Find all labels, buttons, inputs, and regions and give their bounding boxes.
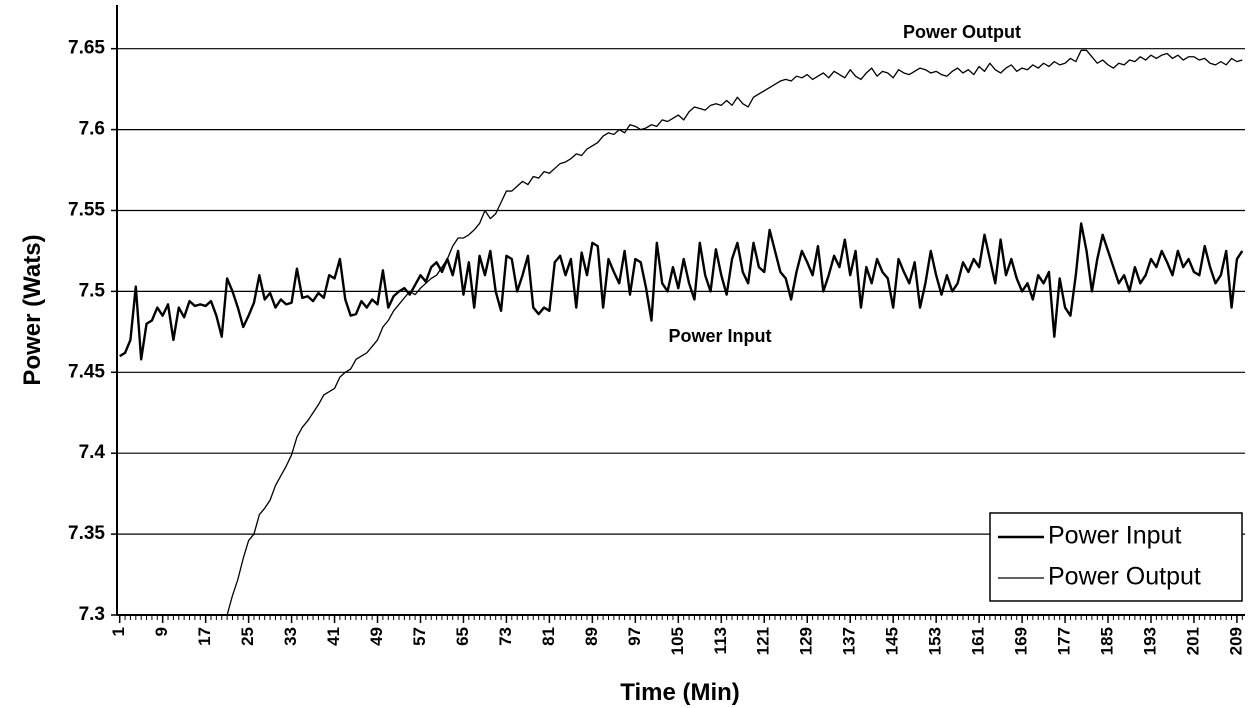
x-tick-label: 73: [496, 627, 515, 646]
plot-lines: [119, 49, 1244, 615]
x-tick-label: 153: [926, 627, 945, 655]
x-tick-label: 1: [109, 627, 128, 636]
axes: 7.3 7.35 7.4 7.45 7.5 7.55 7.6 7.65 1 9 17 25 33 41 49…: [68, 5, 1245, 655]
y-tick-label: 7.55: [68, 200, 105, 221]
y-tick-label: 7.65: [68, 38, 105, 59]
x-tick-label: 17: [195, 627, 214, 646]
x-tick-label: 209: [1226, 627, 1245, 655]
x-tick-label: 113: [711, 627, 730, 654]
y-axis-title: Power (Wats): [19, 234, 46, 385]
y-tick-label: 7.35: [68, 523, 105, 544]
y-tick-label: 7.6: [79, 119, 105, 140]
series-line: [226, 49, 1243, 615]
x-tick-label: 129: [797, 627, 816, 655]
x-tick-label: 97: [625, 627, 644, 646]
series-line: [119, 222, 1244, 361]
x-tick-label: 137: [840, 627, 859, 655]
grid: [117, 48, 1245, 616]
x-tick-label: 121: [754, 627, 773, 655]
x-tick-label: 9: [152, 627, 171, 636]
y-tick-label: 7.4: [79, 442, 106, 463]
annotation: Power Input: [669, 326, 772, 346]
x-tick-label: 65: [453, 627, 472, 646]
x-tick-label: 201: [1183, 627, 1202, 655]
y-tick-label: 7.45: [68, 361, 105, 382]
x-tick-label: 145: [883, 627, 902, 655]
x-tick-label: 49: [367, 627, 386, 646]
x-tick-label: 105: [668, 627, 687, 655]
x-axis-title: Time (Min): [620, 679, 740, 706]
x-tick-label: 33: [281, 627, 300, 646]
x-tick-label: 57: [410, 627, 429, 646]
y-tick-label: 7.3: [79, 604, 105, 625]
x-tick-label: 193: [1140, 627, 1159, 655]
legend-label: Power Output: [1048, 563, 1201, 591]
annotation: Power Output: [903, 22, 1021, 42]
x-tick-label: 169: [1012, 627, 1031, 655]
legend: Power Input Power Output: [989, 512, 1243, 602]
x-tick-label: 185: [1098, 627, 1117, 655]
x-tick-label: 81: [539, 627, 558, 646]
x-tick-label: 25: [238, 627, 257, 646]
legend-label: Power Input: [1048, 522, 1181, 550]
x-tick-label: 41: [324, 627, 343, 646]
legend-box: [989, 512, 1243, 602]
y-tick-label: 7.5: [79, 280, 106, 301]
x-tick-label: 89: [582, 627, 601, 646]
x-tick-label: 161: [969, 627, 988, 655]
x-tick-label: 177: [1055, 627, 1074, 655]
